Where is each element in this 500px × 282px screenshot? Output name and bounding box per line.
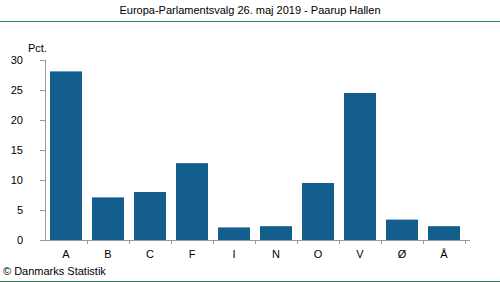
y-tick-label: 10 — [11, 174, 23, 186]
x-tick-label: N — [272, 248, 280, 260]
bar — [386, 220, 418, 240]
x-tick-label: B — [104, 248, 111, 260]
y-tick — [40, 180, 45, 181]
x-tick-label: O — [314, 248, 323, 260]
bar — [50, 71, 82, 240]
x-tick — [339, 240, 340, 244]
bar — [134, 192, 166, 240]
x-tick — [297, 240, 298, 244]
y-tick-label: 15 — [11, 144, 23, 156]
x-tick-label: F — [189, 248, 196, 260]
y-tick-label: 20 — [11, 114, 23, 126]
x-tick-label: I — [232, 248, 235, 260]
bar — [302, 183, 334, 240]
y-axis-label: Pct. — [28, 42, 47, 54]
y-tick-label: 5 — [17, 204, 23, 216]
bar — [176, 163, 208, 240]
x-tick — [423, 240, 424, 244]
y-tick-label: 0 — [17, 234, 23, 246]
source: © Danmarks Statistik — [3, 265, 106, 277]
bar — [92, 197, 124, 240]
bar — [344, 93, 376, 240]
y-tick-label: 30 — [11, 54, 23, 66]
x-tick-label: A — [62, 248, 70, 260]
bar — [218, 227, 250, 240]
x-tick — [255, 240, 256, 244]
bar — [260, 226, 292, 240]
chart: Europa-Parlamentsvalg 26. maj 2019 - Paa… — [0, 0, 500, 282]
x-tick — [171, 240, 172, 244]
y-tick — [40, 90, 45, 91]
y-tick — [40, 60, 45, 61]
x-tick — [213, 240, 214, 244]
title: Europa-Parlamentsvalg 26. maj 2019 - Paa… — [119, 4, 380, 16]
x-tick — [129, 240, 130, 244]
y-tick — [40, 120, 45, 121]
x-tick-label: Ø — [398, 248, 407, 260]
header-rule — [0, 21, 500, 22]
x-tick — [87, 240, 88, 244]
y-tick — [40, 150, 45, 151]
x-tick — [381, 240, 382, 244]
bar — [428, 226, 460, 240]
x-tick-label: C — [146, 248, 154, 260]
x-tick-label: V — [356, 248, 364, 260]
y-tick — [40, 240, 45, 241]
y-tick-label: 25 — [11, 84, 23, 96]
x-tick-label: Å — [440, 248, 448, 260]
bars — [50, 71, 460, 240]
x-axis — [45, 240, 470, 241]
x-tick — [465, 240, 466, 244]
footer-rule — [0, 281, 500, 282]
y-tick — [40, 210, 45, 211]
y-axis — [45, 60, 46, 240]
